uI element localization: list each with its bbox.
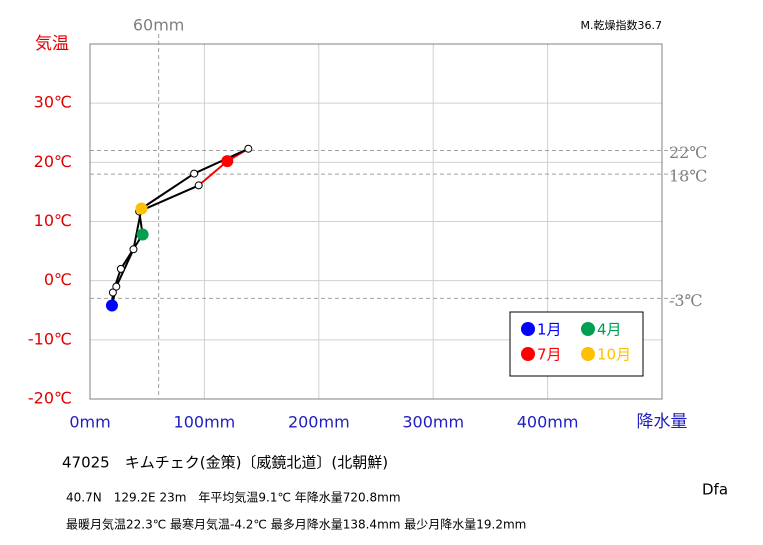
- month-point: [129, 245, 138, 254]
- y-tick-label: 10℃: [34, 211, 72, 230]
- reference-label: 22℃: [669, 143, 707, 162]
- month-point: [105, 299, 118, 312]
- month-point: [221, 155, 234, 168]
- month-point: [194, 181, 203, 190]
- month-point: [108, 288, 117, 297]
- legend-label: 10月: [597, 346, 631, 364]
- x-axis-label: 降水量: [637, 412, 688, 432]
- legend-marker: [521, 347, 535, 361]
- month-point: [190, 169, 199, 178]
- month-point: [244, 144, 253, 153]
- legend-label: 1月: [537, 321, 562, 339]
- y-tick-label: 30℃: [34, 93, 72, 112]
- reference-label: 60mm: [133, 16, 185, 35]
- y-tick-label: -20℃: [28, 389, 72, 408]
- y-axis-label: 気温: [35, 34, 69, 54]
- y-tick-label: -10℃: [28, 329, 72, 348]
- month-point: [116, 264, 125, 273]
- x-tick-label: 400mm: [517, 413, 579, 432]
- info-line: 最暖月気温22.3℃ 最寒月気温-4.2℃ 最多月降水量138.4mm 最少月降…: [66, 517, 526, 532]
- month-point: [136, 228, 149, 241]
- plot-border: [89, 43, 663, 400]
- x-tick-label: 100mm: [174, 413, 236, 432]
- legend-marker: [521, 322, 535, 336]
- x-tick-label: 200mm: [288, 413, 350, 432]
- month-segment: [140, 172, 195, 210]
- x-tick-label: 300mm: [402, 413, 464, 432]
- info-line: 40.7N 129.2E 23m 年平均気温9.1℃ 年降水量720.8mm: [66, 490, 401, 505]
- climate-class: Dfa: [702, 481, 728, 499]
- month-point: [135, 202, 148, 215]
- aridity-index: M.乾燥指数36.7: [581, 18, 662, 32]
- reference-label: -3℃: [669, 291, 702, 310]
- y-tick-label: 0℃: [44, 270, 72, 289]
- month-segment: [193, 147, 249, 175]
- month-point: [112, 282, 121, 291]
- legend-marker: [581, 322, 595, 336]
- reference-label: 18℃: [669, 167, 707, 186]
- legend-box: [509, 311, 644, 377]
- month-segment: [198, 160, 228, 187]
- legend-label: 4月: [597, 321, 622, 339]
- y-tick-label: 20℃: [34, 152, 72, 171]
- station-name: 47025 キムチェク(金策)〔威鏡北道〕(北朝鮮): [62, 454, 388, 472]
- month-segment: [138, 184, 200, 213]
- legend-marker: [581, 347, 595, 361]
- x-tick-label: 0mm: [69, 413, 110, 432]
- legend-label: 7月: [537, 346, 562, 364]
- month-segment: [115, 248, 135, 288]
